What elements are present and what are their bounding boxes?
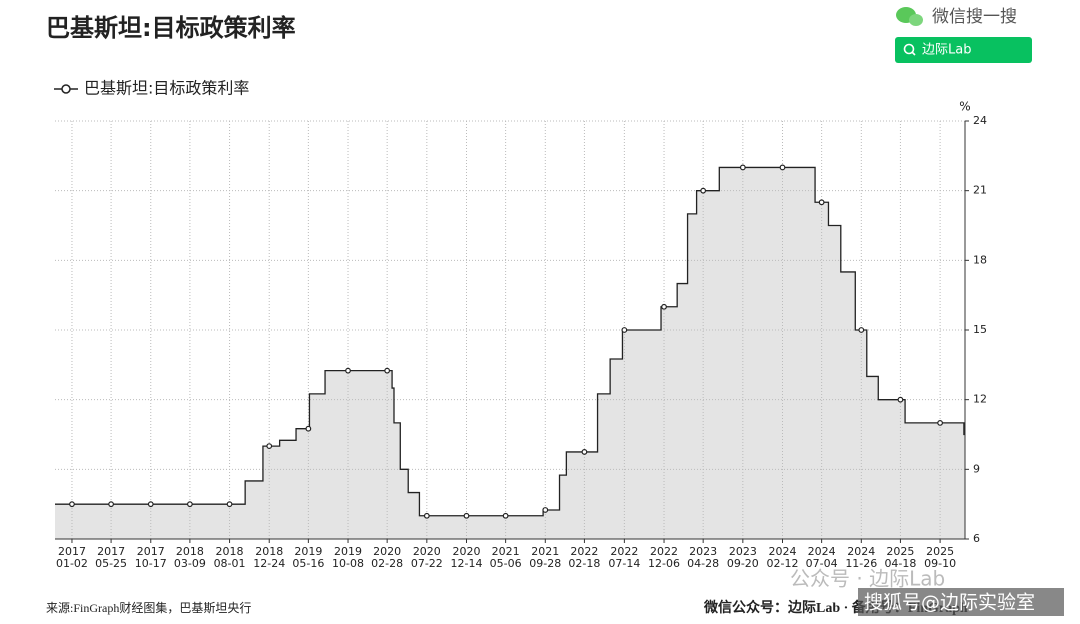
y-tick-label: 18 xyxy=(973,253,987,266)
x-tick-label: 2021 xyxy=(531,545,559,558)
x-tick-label: 01-02 xyxy=(56,557,88,570)
x-tick-label: 12-24 xyxy=(253,557,285,570)
x-tick-label: 2017 xyxy=(137,545,165,558)
x-tick-label: 2020 xyxy=(373,545,401,558)
x-tick-label: 08-01 xyxy=(214,557,246,570)
x-tick-label: 2022 xyxy=(570,545,598,558)
x-tick-label: 2017 xyxy=(58,545,86,558)
watermark-bg xyxy=(858,588,1064,616)
marker xyxy=(345,367,351,374)
x-tick-label: 2025 xyxy=(926,545,954,558)
x-tick-label: 2024 xyxy=(847,545,875,558)
x-tick-label: 09-10 xyxy=(924,557,956,570)
marker xyxy=(779,164,786,171)
marker xyxy=(542,507,549,513)
x-tick-label: 07-04 xyxy=(806,557,838,570)
marker xyxy=(305,425,312,432)
x-tick-label: 2022 xyxy=(650,545,678,558)
marker xyxy=(147,501,154,508)
x-tick-label: 2017 xyxy=(97,545,125,558)
x-tick-label: 10-17 xyxy=(135,557,167,570)
marker xyxy=(661,303,667,310)
x-tick-label: 2018 xyxy=(176,545,204,558)
x-tick-label: 02-28 xyxy=(371,557,403,570)
x-tick-label: 09-20 xyxy=(727,557,759,570)
marker xyxy=(621,327,628,333)
x-tick-label: 2023 xyxy=(729,545,757,558)
source: 来源:FinGraph财经图集，巴基斯坦央行 xyxy=(46,600,251,615)
x-tick-label: 05-25 xyxy=(95,557,127,570)
search-label[interactable]: 边际Lab xyxy=(922,43,971,58)
x-tick-label: 2019 xyxy=(294,545,322,558)
x-tick-label: 05-16 xyxy=(292,557,324,570)
y-tick-label: 6 xyxy=(973,532,980,545)
y-unit: % xyxy=(959,100,970,114)
search-icon xyxy=(911,51,916,56)
watermark: 公众号 · 边际Lab xyxy=(790,567,945,591)
marker xyxy=(581,449,588,455)
marker xyxy=(186,501,193,508)
x-tick-label: 07-14 xyxy=(608,557,640,570)
x-tick-label: 2021 xyxy=(492,545,520,558)
brand: 微信搜一搜 xyxy=(932,7,1017,27)
legend-label: 巴基斯坦:目标政策利率 xyxy=(84,79,249,98)
x-tick-label: 2018 xyxy=(216,545,244,558)
y-tick-label: 21 xyxy=(973,184,987,197)
marker xyxy=(384,367,391,374)
x-tick-label: 12-14 xyxy=(451,557,483,570)
x-tick-label: 04-28 xyxy=(687,557,719,570)
x-tick-label: 2018 xyxy=(255,545,283,558)
watermark: 搜狐号@边际实验室 xyxy=(864,592,1035,614)
x-tick-label: 12-06 xyxy=(648,557,680,570)
x-tick-label: 09-28 xyxy=(529,557,561,570)
x-tick-label: 05-06 xyxy=(490,557,522,570)
x-tick-label: 2024 xyxy=(769,545,797,558)
y-tick-label: 15 xyxy=(973,323,987,336)
marker xyxy=(502,512,509,519)
x-tick-label: 04-18 xyxy=(884,557,916,570)
x-tick-label: 2023 xyxy=(689,545,717,558)
x-tick-label: 2024 xyxy=(808,545,836,558)
y-tick-label: 12 xyxy=(973,393,987,406)
x-tick-label: 02-12 xyxy=(767,557,799,570)
x-tick-label: 2025 xyxy=(886,545,914,558)
legend-marker xyxy=(61,84,71,94)
search-icon xyxy=(903,43,915,55)
x-tick-label: 2020 xyxy=(452,545,480,558)
marker xyxy=(108,501,114,508)
marker xyxy=(463,512,470,519)
x-tick-label: 2022 xyxy=(610,545,638,558)
x-tick-label: 10-08 xyxy=(332,557,364,570)
x-tick-label: 2019 xyxy=(334,545,362,558)
marker xyxy=(937,419,944,426)
marker xyxy=(226,501,233,508)
area xyxy=(55,167,965,539)
y-tick-label: 24 xyxy=(973,114,987,127)
x-tick-label: 2020 xyxy=(413,545,441,558)
marker xyxy=(897,396,904,403)
marker xyxy=(423,512,430,519)
search-button[interactable] xyxy=(895,37,1032,63)
chart-title: 巴基斯坦:目标政策利率 xyxy=(46,14,296,42)
line xyxy=(55,166,965,517)
marker xyxy=(858,327,865,333)
x-tick-label: 03-09 xyxy=(174,557,206,570)
marker xyxy=(739,164,746,171)
x-tick-label: 02-18 xyxy=(568,557,600,570)
marker xyxy=(266,443,273,450)
x-tick-label: 11-26 xyxy=(845,557,877,570)
marker xyxy=(818,199,825,206)
wechat-logo xyxy=(896,7,923,26)
marker xyxy=(700,187,707,194)
x-tick-label: 07-22 xyxy=(411,557,443,570)
marker xyxy=(69,501,75,508)
y-tick-label: 9 xyxy=(973,462,980,475)
